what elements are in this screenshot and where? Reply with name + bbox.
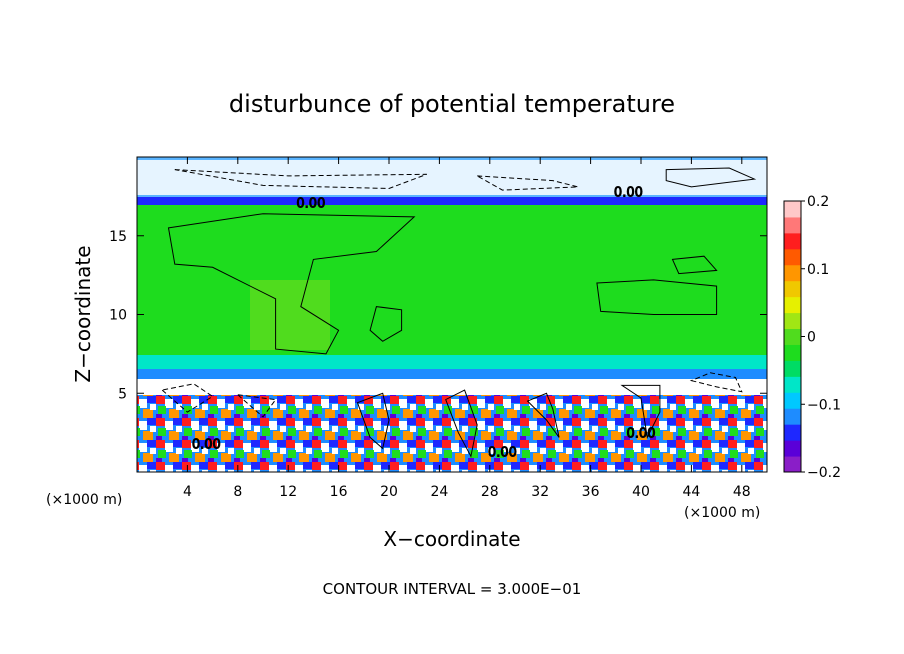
contour-label: 0.00 (488, 445, 517, 460)
transition-band (137, 355, 767, 369)
x-unit-left: (×1000 m) (46, 492, 122, 508)
plot-area: 0.00 0.00 0.00 0.00 0.00 (137, 157, 767, 472)
contour-line (445, 389, 478, 458)
x-tick-label: 32 (531, 484, 549, 500)
contour-line (526, 392, 560, 438)
x-tick-label: 28 (481, 484, 499, 500)
x-tick-label: 40 (632, 484, 650, 500)
tropopause-band (137, 197, 767, 205)
contour-line (665, 167, 757, 188)
contour-line (476, 175, 579, 191)
stratosphere-band (137, 160, 767, 195)
contour-line (671, 255, 718, 275)
colorbar-swatch (784, 360, 801, 377)
x-tick-label: 24 (430, 484, 448, 500)
contour-line (689, 372, 743, 393)
contour-line (236, 394, 277, 418)
colorbar-swatch (784, 216, 801, 234)
y-axis: 5 10 15 (109, 229, 767, 402)
colorbar: 0.2 0.1 0 −0.1 −0.2 (783, 194, 841, 481)
upper-field-lighter (250, 280, 330, 350)
chart-title: disturbunce of potential temperature (229, 90, 675, 118)
colorbar-swatch (784, 392, 801, 409)
y-axis-label: Z−coordinate (71, 245, 95, 382)
contour-line (167, 213, 416, 355)
x-tick-label: 48 (733, 484, 751, 500)
transition-band (137, 369, 767, 379)
colorbar-swatch (784, 248, 801, 266)
colorbar-tick-label: 0 (807, 330, 816, 346)
x-tick-label: 16 (330, 484, 348, 500)
contour-line (174, 169, 427, 190)
x-axis: 4 8 12 16 20 24 28 32 36 40 44 48 (183, 157, 751, 500)
colorbar-swatch (784, 344, 801, 361)
contour-line (620, 384, 661, 440)
contour-line (161, 383, 214, 413)
x-tick-label: 44 (682, 484, 700, 500)
contour-label: 0.00 (614, 185, 643, 200)
contour-label: 0.00 (296, 196, 325, 211)
colorbar-tick-label: −0.1 (807, 397, 841, 413)
contour-label: 0.00 (627, 426, 656, 441)
colorbar-swatch (784, 296, 801, 314)
colorbar-tick-label: 0.1 (807, 262, 829, 278)
colorbar-swatch (784, 201, 801, 218)
colorbar-swatch (784, 456, 801, 473)
y-tick-label: 10 (109, 308, 127, 324)
contour-line (369, 306, 403, 342)
inversion-band (137, 379, 767, 395)
contour-line (596, 279, 718, 315)
upper-field (137, 205, 767, 355)
colorbar-swatch (784, 328, 801, 345)
x-unit-right: (×1000 m) (684, 505, 760, 521)
x-axis-label: X−coordinate (383, 527, 520, 551)
contour-line (356, 392, 390, 450)
contour-label: 0.00 (192, 437, 221, 452)
x-tick-label: 4 (183, 484, 192, 500)
y-tick-label: 5 (118, 386, 127, 402)
y-tick-label: 15 (109, 229, 127, 245)
x-tick-label: 12 (279, 484, 297, 500)
x-tick-label: 20 (380, 484, 398, 500)
turbulent-layer (137, 395, 767, 472)
colorbar-swatch (784, 376, 801, 393)
colorbar-swatch (784, 312, 801, 330)
x-tick-label: 8 (233, 484, 242, 500)
contour-interval-note: CONTOUR INTERVAL = 3.000E−01 (323, 580, 582, 598)
colorbar-swatch (784, 232, 801, 250)
colorbar-swatch (784, 440, 801, 457)
colorbar-swatch (784, 424, 801, 441)
colorbar-swatch (784, 264, 801, 282)
colorbar-swatch (784, 408, 801, 425)
colorbar-tick-label: −0.2 (807, 465, 841, 481)
colorbar-swatch (784, 280, 801, 298)
x-tick-label: 36 (582, 484, 600, 500)
colorbar-tick-label: 0.2 (807, 194, 829, 210)
